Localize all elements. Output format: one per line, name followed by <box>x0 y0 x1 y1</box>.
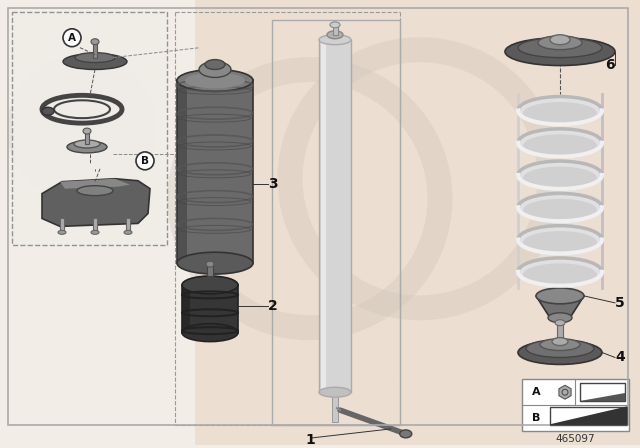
Ellipse shape <box>177 252 253 274</box>
Ellipse shape <box>523 134 597 157</box>
Polygon shape <box>195 0 640 445</box>
FancyBboxPatch shape <box>12 12 167 245</box>
FancyBboxPatch shape <box>333 25 338 35</box>
FancyBboxPatch shape <box>93 219 97 233</box>
Ellipse shape <box>182 324 238 341</box>
Ellipse shape <box>91 39 99 45</box>
FancyBboxPatch shape <box>557 323 563 345</box>
Ellipse shape <box>518 340 602 364</box>
Ellipse shape <box>206 261 214 267</box>
Ellipse shape <box>523 199 597 222</box>
FancyBboxPatch shape <box>321 40 326 392</box>
Ellipse shape <box>319 35 351 45</box>
Ellipse shape <box>523 102 597 125</box>
Ellipse shape <box>67 141 107 153</box>
Ellipse shape <box>42 107 54 115</box>
FancyBboxPatch shape <box>182 285 238 333</box>
Text: 3: 3 <box>268 177 278 191</box>
Ellipse shape <box>518 194 602 221</box>
Ellipse shape <box>536 288 584 304</box>
FancyBboxPatch shape <box>580 383 625 401</box>
Ellipse shape <box>555 320 565 326</box>
FancyBboxPatch shape <box>207 264 213 276</box>
FancyBboxPatch shape <box>182 285 190 333</box>
Text: 4: 4 <box>615 350 625 365</box>
Text: 465097: 465097 <box>556 434 595 444</box>
Ellipse shape <box>550 35 570 45</box>
Ellipse shape <box>124 230 132 234</box>
Text: 6: 6 <box>605 57 615 72</box>
Text: 2: 2 <box>268 299 278 313</box>
Polygon shape <box>60 179 130 189</box>
Ellipse shape <box>518 129 602 157</box>
Ellipse shape <box>518 258 602 286</box>
FancyBboxPatch shape <box>177 81 187 263</box>
FancyBboxPatch shape <box>522 379 629 431</box>
Ellipse shape <box>548 313 572 323</box>
Ellipse shape <box>400 430 412 438</box>
Ellipse shape <box>518 38 602 58</box>
Ellipse shape <box>523 167 597 190</box>
Ellipse shape <box>75 52 115 63</box>
Ellipse shape <box>540 339 580 350</box>
Ellipse shape <box>182 276 238 294</box>
Ellipse shape <box>63 54 127 69</box>
Polygon shape <box>580 393 625 401</box>
Ellipse shape <box>523 263 597 286</box>
Ellipse shape <box>83 128 91 134</box>
FancyBboxPatch shape <box>60 219 64 233</box>
Ellipse shape <box>518 161 602 189</box>
Ellipse shape <box>327 31 343 39</box>
Circle shape <box>63 29 81 47</box>
Ellipse shape <box>74 140 100 148</box>
FancyBboxPatch shape <box>332 392 338 422</box>
FancyBboxPatch shape <box>319 40 351 392</box>
FancyBboxPatch shape <box>85 131 89 144</box>
Polygon shape <box>550 407 627 425</box>
Ellipse shape <box>199 61 231 78</box>
Text: A: A <box>532 387 540 397</box>
FancyBboxPatch shape <box>177 81 253 263</box>
Ellipse shape <box>330 22 340 28</box>
Ellipse shape <box>523 231 597 254</box>
FancyBboxPatch shape <box>93 42 97 58</box>
Ellipse shape <box>552 338 568 345</box>
Ellipse shape <box>185 73 245 88</box>
Ellipse shape <box>77 185 113 196</box>
Ellipse shape <box>518 97 602 125</box>
Circle shape <box>7 55 157 203</box>
Text: 1: 1 <box>305 433 315 447</box>
Polygon shape <box>536 296 584 318</box>
Polygon shape <box>42 179 150 226</box>
Ellipse shape <box>505 38 615 65</box>
Text: B: B <box>532 413 540 423</box>
FancyBboxPatch shape <box>550 407 627 425</box>
Ellipse shape <box>518 226 602 254</box>
Text: 5: 5 <box>615 296 625 310</box>
Ellipse shape <box>91 230 99 234</box>
Ellipse shape <box>526 340 594 358</box>
Circle shape <box>136 152 154 170</box>
Ellipse shape <box>58 230 66 234</box>
FancyBboxPatch shape <box>126 219 130 233</box>
Text: B: B <box>141 156 149 166</box>
Ellipse shape <box>177 69 253 91</box>
Ellipse shape <box>319 387 351 397</box>
Ellipse shape <box>205 60 225 69</box>
Ellipse shape <box>538 36 582 50</box>
Text: A: A <box>68 33 76 43</box>
